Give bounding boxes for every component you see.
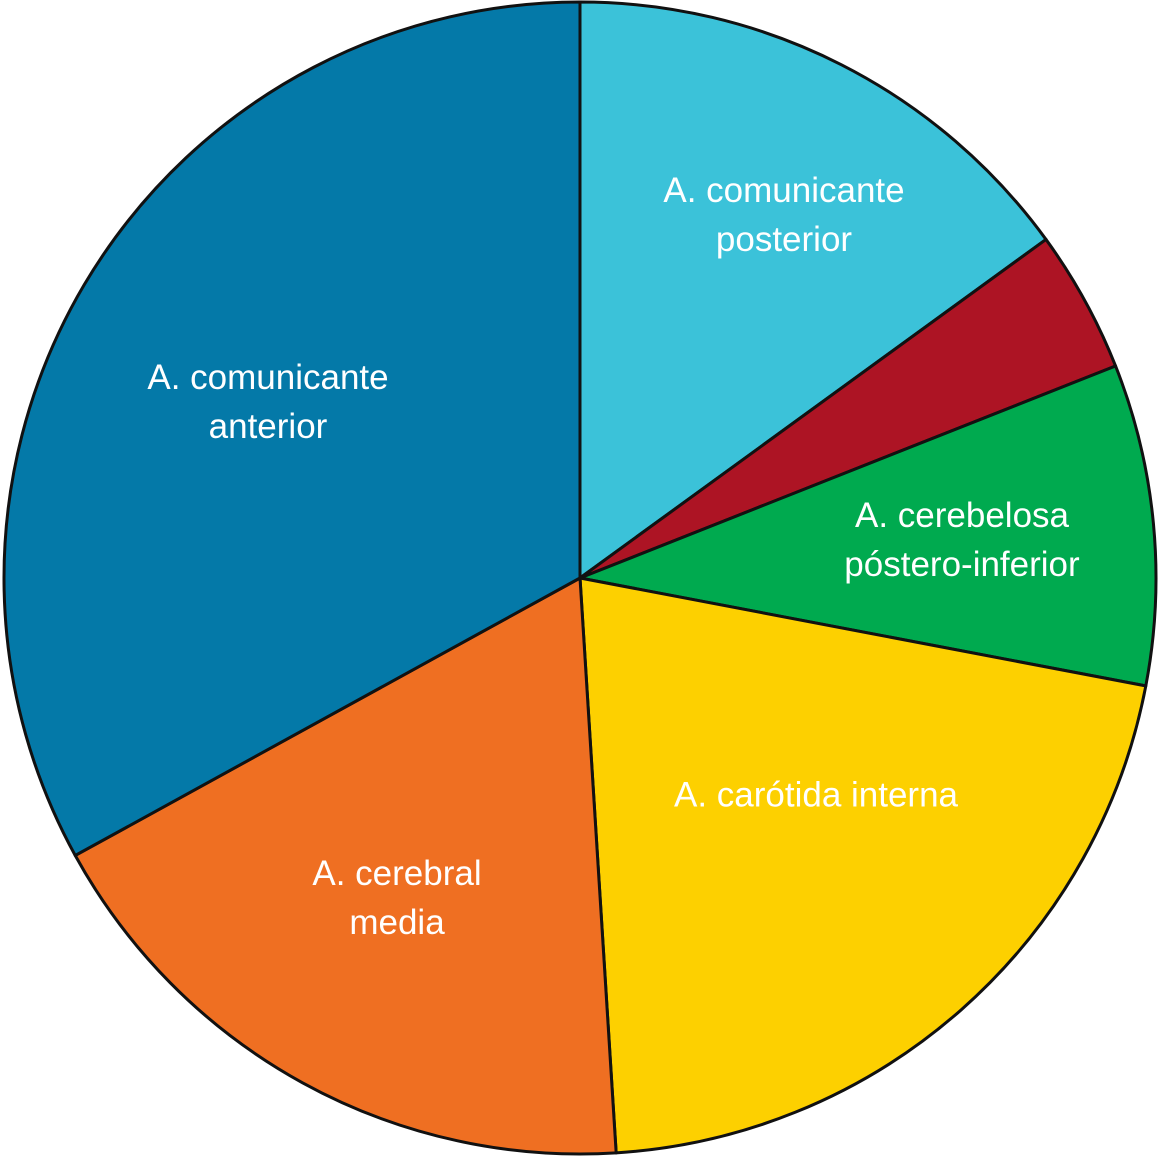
slice-label: A. cerebelosa póstero-inferior — [844, 496, 1080, 584]
slice-label: A. carótida interna — [673, 775, 959, 815]
slice-label: A. comunicante anterior — [147, 358, 389, 446]
pie-slice — [578, 364, 1158, 688]
pie-slice — [73, 576, 618, 1156]
slice-label: A. cerebral media — [312, 854, 482, 942]
pie-slice — [578, 0, 1048, 580]
pie-slice — [2, 0, 582, 857]
slice-label: A. comunicante posterior — [663, 171, 905, 259]
pie-slice — [578, 576, 1148, 1155]
